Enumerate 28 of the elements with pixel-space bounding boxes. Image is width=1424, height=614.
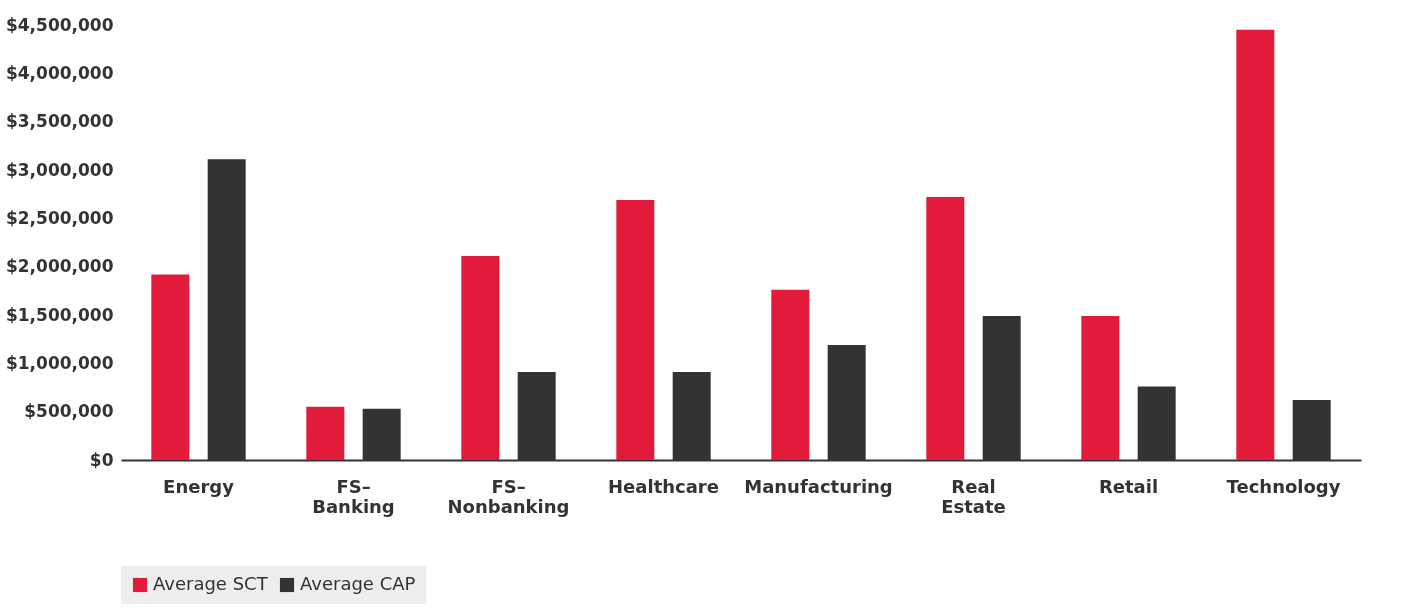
bar xyxy=(1236,29,1275,460)
x-tick-label: Healthcare xyxy=(608,475,719,497)
x-tick-label: Retail xyxy=(1098,475,1159,497)
y-tick-label: $1,500,000 xyxy=(5,304,114,325)
x-tick-label: FS– Banking xyxy=(312,475,395,517)
x-tick-label: FS– Nonbanking xyxy=(447,475,570,517)
bar xyxy=(151,274,190,460)
legend-label: Average CAP xyxy=(300,573,416,594)
x-tick-label: Energy xyxy=(163,475,235,497)
x-tick-label: Technology xyxy=(1226,475,1341,497)
y-tick-label: $0 xyxy=(89,449,114,470)
bar xyxy=(771,289,810,460)
bar xyxy=(616,199,655,460)
y-tick-label: $4,000,000 xyxy=(5,62,114,83)
y-tick-label: $2,500,000 xyxy=(5,207,114,228)
bar xyxy=(926,197,965,460)
bar xyxy=(1081,315,1120,460)
y-tick-label: $500,000 xyxy=(24,401,114,422)
y-tick-label: $2,000,000 xyxy=(5,256,114,277)
x-tick-label: Real Estate xyxy=(941,475,1006,517)
bar xyxy=(306,406,345,460)
bar xyxy=(461,256,500,460)
y-tick-label: $3,000,000 xyxy=(5,159,114,180)
x-tick-label: Manufacturing xyxy=(744,475,893,497)
y-tick-label: $4,500,000 xyxy=(5,14,114,35)
legend-label: Average SCT xyxy=(153,573,269,594)
y-tick-label: $3,500,000 xyxy=(5,111,114,132)
y-tick-label: $1,000,000 xyxy=(5,352,114,373)
